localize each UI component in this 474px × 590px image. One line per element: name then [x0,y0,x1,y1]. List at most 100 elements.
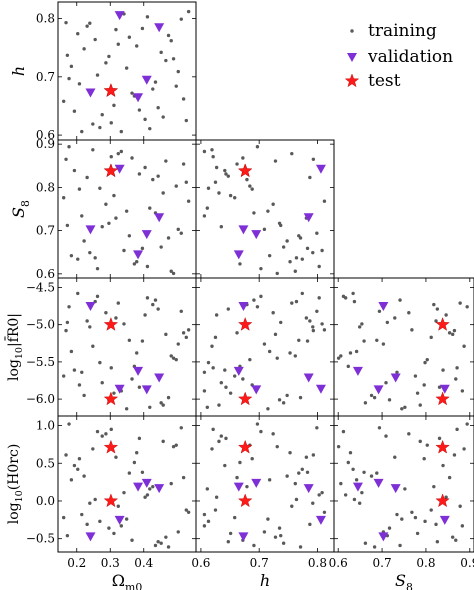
y-tick-label: 0.8 [36,12,55,26]
training-point [455,427,459,432]
training-point [219,381,224,385]
validation-point [303,213,314,223]
training-point [317,264,321,269]
training-point [206,360,211,365]
validation-point [233,482,244,492]
training-point [458,301,462,305]
validation-point [251,385,262,395]
x-tick-label: 0.7 [373,556,392,570]
training-point [224,385,228,389]
training-point [400,517,404,521]
training-point [137,436,142,441]
training-point [124,407,129,411]
test-point [103,163,119,178]
training-point [422,457,426,461]
training-point [100,112,104,117]
training-point [76,257,80,261]
training-point [293,481,297,486]
training-point [273,332,278,337]
training-point [114,27,118,32]
y-axis-label-rc: log10(H0rc) [6,444,25,525]
training-point [305,246,310,251]
panel-frame [57,1,197,141]
training-point [130,91,134,95]
training-point [315,231,319,235]
training-point [259,294,263,299]
training-point [415,531,420,536]
training-point [112,193,116,198]
validation-point [315,384,326,394]
training-point [322,510,327,514]
training-point [277,526,282,530]
training-point [143,495,147,499]
training-point [140,246,145,251]
y-tick-label: 0.7 [36,70,55,84]
training-point [238,460,242,465]
training-point [140,470,145,475]
training-point [135,44,139,48]
training-point [429,335,433,340]
training-point [235,331,239,335]
training-point [116,42,120,46]
training-point [137,385,142,389]
y-tick-label: −6.0 [26,392,55,406]
training-point [112,531,116,536]
x-axis-label-S8: S8 [395,571,413,590]
training-point [311,328,316,333]
training-point [410,328,414,332]
panel-frame [195,277,335,417]
training-point [293,354,297,358]
training-point [297,471,301,475]
validation-point [141,385,152,395]
training-point [72,463,77,468]
training-point [145,296,150,300]
training-point [213,180,218,184]
validation-point [238,532,249,542]
validation-point [85,88,96,98]
legend-training-point [350,29,354,33]
training-point [348,450,353,455]
training-point [174,357,178,362]
training-point [61,99,66,103]
training-point [186,328,191,332]
training-point [67,145,71,149]
training-point [357,325,362,329]
panel-h-vs-S8 [195,139,335,279]
training-point [214,165,219,170]
legend-entry-test: test [344,71,401,91]
axes-labels: 0.6 0.7 0.8 h 0.6 0.7 0.8 0.9 S8 −4.5 −5.0 −5.5 −6.0… [4,12,474,590]
training-point [336,356,341,360]
training-point [169,39,173,43]
training-point [171,444,176,449]
training-point [77,187,82,191]
training-point [297,338,301,342]
training-point [432,302,436,307]
training-point [305,470,310,475]
test-point [237,163,253,178]
training-point [104,311,108,315]
training-point [205,206,210,210]
panel-Om-vs-S8 [57,139,197,279]
x-tick-label: 0.6 [329,556,348,570]
training-point [241,377,245,381]
training-point [273,535,278,539]
training-point [444,313,448,317]
training-point [91,344,95,348]
training-point [132,460,137,465]
validation-point [439,515,450,525]
training-point [454,377,458,381]
training-point [413,374,418,378]
panel-grid: 0.6 0.7 0.8 h 0.6 0.7 0.8 0.9 S8 −4.5 −5.0 −5.5 −6.0… [4,1,474,590]
training-point [164,58,168,63]
training-point [107,526,111,530]
training-point [186,199,191,203]
training-point [279,320,283,325]
training-point [137,172,142,176]
training-point [275,356,279,360]
test-point [237,317,253,331]
training-point [252,543,256,548]
training-point [281,541,286,545]
training-point [435,307,440,311]
training-point [143,165,147,170]
training-point [124,66,129,70]
